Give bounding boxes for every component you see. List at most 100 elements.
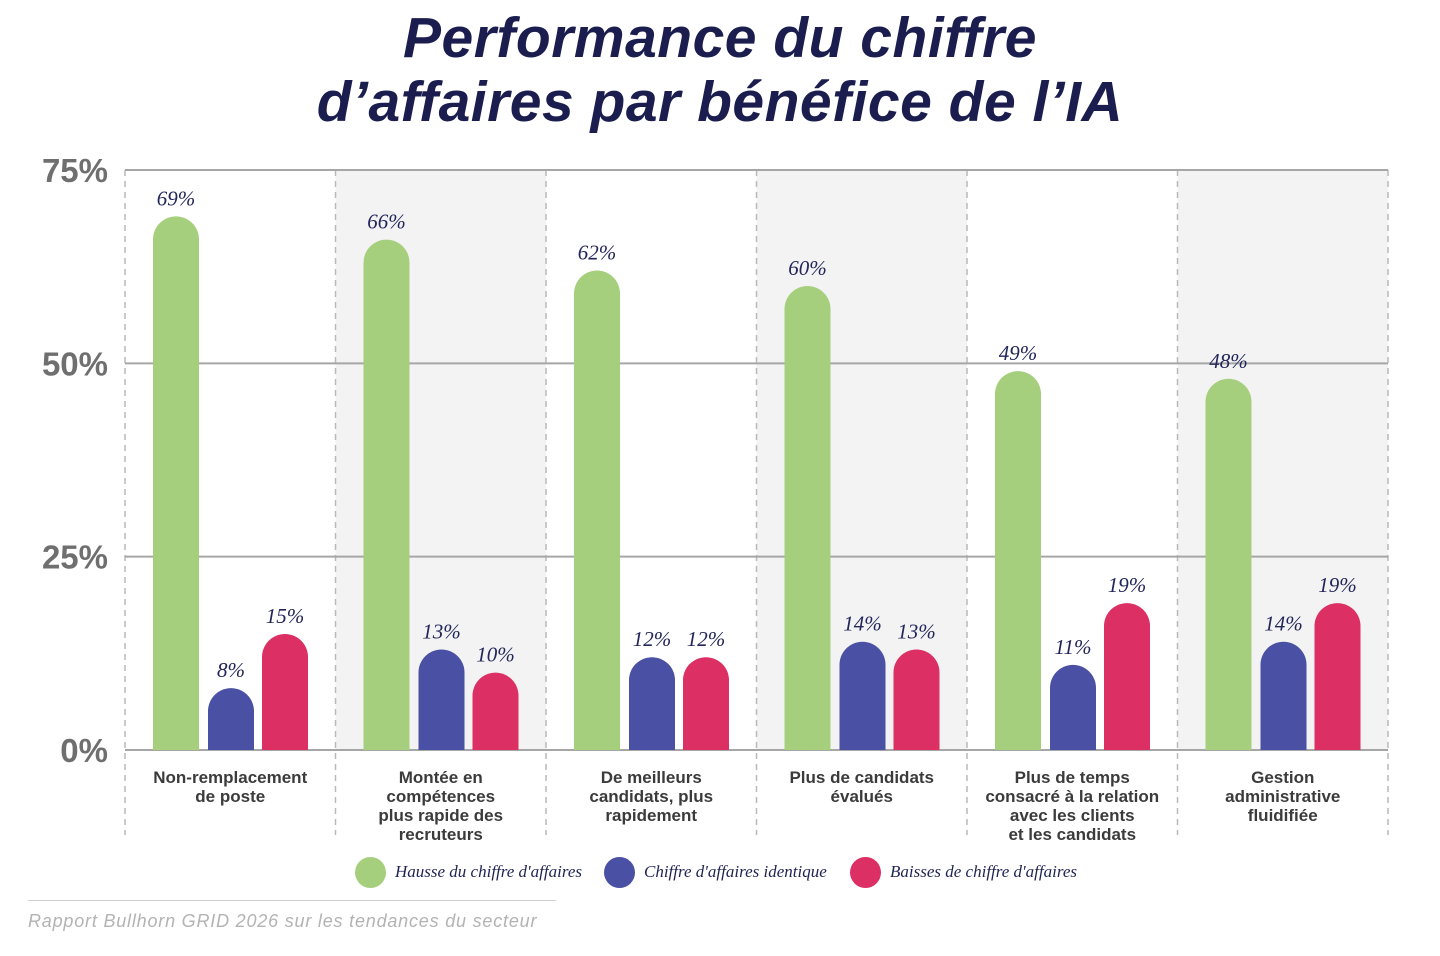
data-label-unit: % <box>1020 341 1038 365</box>
footer-divider <box>28 900 556 901</box>
data-label-value: 13 <box>422 619 443 643</box>
data-label: 14% <box>843 612 882 636</box>
legend-item-baisses: Baisses de chiffre d'affaires <box>850 856 1077 888</box>
bar <box>683 657 729 750</box>
source-note: Rapport Bullhorn GRID 2026 sur les tenda… <box>28 911 538 931</box>
data-label: 14% <box>1264 612 1303 636</box>
data-label: 19% <box>1318 573 1357 597</box>
y-axis: 0% 25% 50% 75% <box>42 152 108 769</box>
bar <box>418 649 465 750</box>
data-label-value: 19 <box>1108 573 1130 597</box>
bar <box>1260 641 1307 750</box>
data-label-value: 12 <box>687 627 709 651</box>
bar <box>995 371 1041 750</box>
legend-swatch <box>850 856 881 888</box>
data-label-value: 49 <box>999 341 1021 365</box>
data-label-value: 62 <box>578 241 600 265</box>
category-label: Montée en compétences plus rapide des re… <box>378 768 504 844</box>
data-label: 10% <box>476 643 515 667</box>
bar <box>784 286 831 750</box>
data-label-unit: % <box>864 612 882 636</box>
bar <box>893 649 940 750</box>
data-label-unit: % <box>443 619 461 643</box>
y-tick-label: 75% <box>42 152 108 189</box>
bar <box>153 216 199 750</box>
category-label: Plus de candidats évalués <box>789 768 935 806</box>
data-label-unit: % <box>1285 612 1303 636</box>
data-label: 8% <box>217 658 245 682</box>
data-label-value: 12 <box>633 627 655 651</box>
data-label-unit: % <box>1129 573 1147 597</box>
bar <box>472 672 519 750</box>
data-label: 13% <box>422 619 461 643</box>
data-label-value: 69 <box>157 186 179 210</box>
data-label: 69% <box>157 186 196 210</box>
bar <box>363 239 410 750</box>
chart-title: Performance du chiffre d’affaires par bé… <box>316 6 1124 134</box>
data-label: 11% <box>1055 635 1092 659</box>
data-label-unit: % <box>178 186 196 210</box>
data-label-value: 48 <box>1209 349 1231 373</box>
data-label: 60% <box>788 256 827 280</box>
data-label: 13% <box>897 619 936 643</box>
category-label: Plus de temps consacré à la relation ave… <box>985 768 1160 844</box>
bar <box>262 634 308 750</box>
bar <box>574 270 620 750</box>
data-label-value: 19 <box>1318 573 1340 597</box>
data-label: 19% <box>1108 573 1147 597</box>
data-label-unit: % <box>809 256 827 280</box>
data-label-value: 13 <box>897 619 918 643</box>
legend-swatch <box>604 856 635 888</box>
data-label-unit: % <box>497 643 515 667</box>
category-label: Non-remplacement de poste <box>153 768 308 806</box>
y-tick-label: 25% <box>42 539 108 576</box>
data-label: 66% <box>367 210 406 234</box>
data-label-value: 10 <box>476 643 498 667</box>
data-label-unit: % <box>1074 635 1092 659</box>
data-label: 49% <box>999 341 1038 365</box>
legend-swatch <box>355 856 386 888</box>
data-label-value: 14 <box>843 612 865 636</box>
data-label-unit: % <box>228 658 246 682</box>
data-label: 62% <box>578 241 617 265</box>
data-label-value: 8 <box>217 658 228 682</box>
data-label: 12% <box>687 627 726 651</box>
data-label-unit: % <box>1230 349 1248 373</box>
y-tick-label: 50% <box>42 345 108 382</box>
legend-label: Chiffre d'affaires identique <box>644 862 827 881</box>
y-tick-label: 0% <box>60 732 108 769</box>
data-label-value: 11 <box>1055 635 1074 659</box>
data-label-unit: % <box>708 627 726 651</box>
legend-item-identique: Chiffre d'affaires identique <box>604 856 827 888</box>
data-label-unit: % <box>918 619 936 643</box>
bar <box>839 641 886 750</box>
data-label-unit: % <box>599 241 617 265</box>
legend-label: Baisses de chiffre d'affaires <box>890 862 1077 881</box>
data-label-value: 14 <box>1264 612 1286 636</box>
bar <box>208 688 254 750</box>
category-label: De meilleurs candidats, plus rapidement <box>589 768 714 825</box>
bar <box>1205 378 1252 750</box>
data-label-value: 66 <box>367 210 389 234</box>
data-label-unit: % <box>388 210 406 234</box>
gridlines <box>124 169 1389 835</box>
data-label: 12% <box>633 627 672 651</box>
bars <box>153 216 1361 750</box>
bar <box>629 657 675 750</box>
data-label-value: 60 <box>788 256 810 280</box>
legend-item-hausse: Hausse du chiffre d'affaires <box>355 856 582 888</box>
data-label: 15% <box>266 604 305 628</box>
data-label-value: 15 <box>266 604 287 628</box>
data-label-unit: % <box>654 627 672 651</box>
bar <box>1104 603 1150 750</box>
data-label: 48% <box>1209 349 1248 373</box>
bar <box>1050 664 1096 750</box>
legend-label: Hausse du chiffre d'affaires <box>395 862 582 881</box>
data-label-unit: % <box>287 604 305 628</box>
category-label: Gestion administrative fluidifiée <box>1225 768 1341 825</box>
data-label-unit: % <box>1339 573 1357 597</box>
bar <box>1314 603 1361 750</box>
column-bands <box>335 170 1388 750</box>
